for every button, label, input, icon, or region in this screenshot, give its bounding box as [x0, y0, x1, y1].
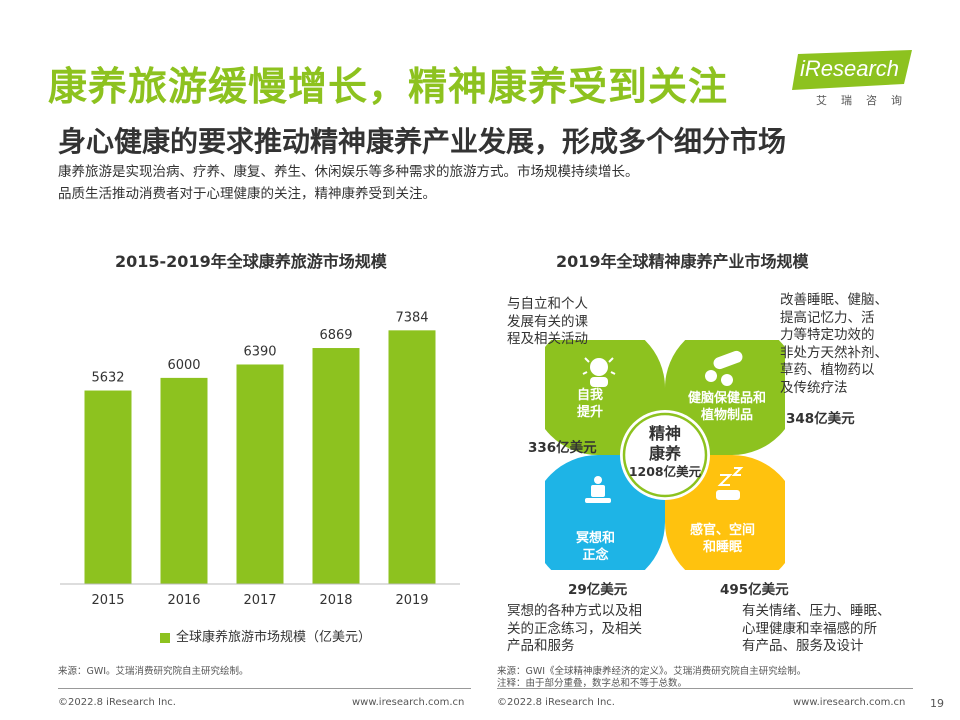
flower-center: [620, 410, 710, 500]
bar-2015: [84, 390, 132, 584]
pills-icon: [705, 350, 743, 386]
x-tick-2016: 2016: [167, 593, 200, 608]
source-left: 来源：GWI。艾瑞消费研究院自主研究绘制。: [58, 666, 249, 677]
petal-label-senses-sleep: 感官、空间 和睡眠: [690, 523, 756, 555]
page-number: 19: [930, 697, 944, 710]
footer-url-right: www.iresearch.com.cn: [793, 697, 906, 708]
logo-subtext: 艾瑞咨询: [816, 94, 916, 107]
bar-chart-title: 2015-2019年全球康养旅游市场规模: [115, 252, 387, 271]
description-line-1: 康养旅游是实现治病、疗养、康复、养生、休闲娱乐等多种需求的旅游方式。市场规模持续…: [58, 164, 639, 180]
bar-2016: [160, 377, 208, 584]
logo-text: iResearch: [800, 56, 900, 81]
value-senses-sleep: 495亿美元: [720, 582, 789, 598]
footer-copyright-right: ©2022.8 iResearch Inc.: [497, 697, 615, 708]
petal-label-brain-supplements: 健脑保健品和 植物制品: [688, 391, 767, 423]
bar-chart: 5632 2015 6000 2016 6390 2017 6869 2018 7384 2019: [60, 310, 460, 608]
flower-chart: [545, 340, 785, 570]
center-total: 1208亿美元: [628, 464, 702, 479]
value-self-improvement: 336亿美元: [528, 440, 597, 456]
value-meditation: 29亿美元: [568, 582, 628, 598]
footer-divider-right: [497, 688, 913, 689]
annotation-self-improvement: 与自立和个人 发展有关的课 程及相关活动: [507, 296, 588, 347]
annotation-brain-supplements: 改善睡眠、健脑、 提高记忆力、活 力等特定功效的 非处方天然补剂、 草药、植物药以 及传…: [780, 292, 888, 396]
sleep-zzz-icon: [716, 467, 744, 500]
legend-swatch: [160, 632, 170, 643]
source-right-line1: 来源：GWI《全球精神康养经济的定义》。艾瑞消费研究院自主研究绘制。: [497, 666, 807, 677]
data-label-2016: 6000: [167, 358, 200, 373]
logo-shape: [792, 50, 912, 90]
page-subtitle: 身心健康的要求推动精神康养产业发展，形成多个细分市场: [58, 125, 787, 158]
value-brain-supplements: 348亿美元: [786, 411, 855, 427]
data-label-2015: 5632: [91, 371, 124, 386]
meditation-icon: [585, 476, 611, 503]
center-label-line2: 康养: [648, 444, 681, 463]
person-sparkle-icon: [582, 357, 616, 387]
data-label-2019: 7384: [395, 310, 428, 325]
x-tick-2018: 2018: [319, 593, 352, 608]
footer-url-left: www.iresearch.com.cn: [352, 697, 465, 708]
bar-chart-legend: 全球康养旅游市场规模（亿美元）: [160, 626, 371, 645]
center-label-line1: 精神: [648, 424, 681, 443]
legend-label: 全球康养旅游市场规模（亿美元）: [176, 630, 372, 645]
footer-copyright-left: ©2022.8 iResearch Inc.: [58, 697, 176, 708]
petal-label-meditation: 冥想和 正念: [576, 531, 616, 563]
source-right-line2: 注释：由于部分重叠，数字总和不等于总数。: [497, 678, 688, 689]
flower-chart-title: 2019年全球精神康养产业市场规模: [556, 252, 809, 271]
petal-label-self-improvement: 自我 提升: [577, 388, 604, 420]
data-label-2018: 6869: [319, 328, 352, 343]
x-tick-2017: 2017: [243, 593, 276, 608]
bar-2019: [388, 330, 436, 584]
bar-2018: [312, 348, 360, 584]
x-tick-2019: 2019: [395, 593, 428, 608]
x-tick-2015: 2015: [91, 593, 124, 608]
center-label: 精神 康养 1208亿美元: [621, 424, 709, 480]
iresearch-logo: iResearch 艾瑞咨询: [792, 50, 912, 110]
bar-2017: [236, 364, 284, 584]
page-title: 康养旅游缓慢增长，精神康养受到关注: [48, 65, 729, 110]
footer-divider-left: [58, 688, 471, 689]
annotation-senses-sleep: 有关情绪、压力、睡眠、 心理健康和幸福感的所 有产品、服务及设计: [742, 603, 891, 654]
data-label-2017: 6390: [243, 344, 276, 359]
annotation-meditation: 冥想的各种方式以及相 关的正念练习，及相关 产品和服务: [507, 603, 642, 654]
description-line-2: 品质生活推动消费者对于心理健康的关注，精神康养受到关注。: [58, 186, 436, 202]
